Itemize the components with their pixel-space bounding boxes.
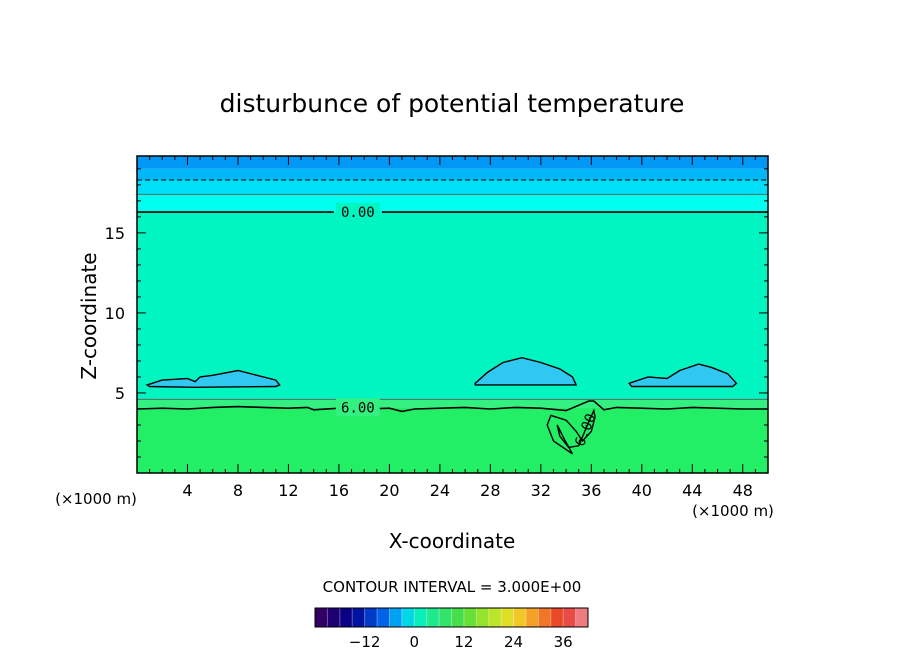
colorbar-tick-12: 12	[454, 633, 473, 651]
colorbar-cell-5	[377, 608, 390, 627]
x-tick-label-32: 32	[531, 481, 551, 500]
colorbar-cell-0	[315, 608, 328, 627]
colorbar-tick--12: −12	[349, 633, 381, 651]
x-tick-label-12: 12	[278, 481, 298, 500]
colorbar-cell-4	[364, 608, 378, 627]
x-tick-label-28: 28	[480, 481, 500, 500]
contour-cell-0	[145, 369, 281, 389]
x-axis-label: X-coordinate	[389, 529, 516, 553]
contour-six-line	[137, 400, 768, 413]
colorbar: −12 0 12 24 36	[314, 607, 589, 651]
x-tick-label-8: 8	[233, 481, 243, 500]
y-axis-label: Z-coordinate	[77, 252, 101, 379]
colorbar-cell-9	[426, 608, 440, 627]
x-tick-label-20: 20	[379, 481, 399, 500]
colorbar-cell-8	[414, 608, 428, 627]
colorbar-cell-18	[538, 608, 552, 627]
x-tick-label-48: 48	[733, 481, 753, 500]
colorbar-tick-36: 36	[554, 633, 573, 651]
field-band-6	[137, 156, 768, 169]
colorbar-cell-19	[550, 608, 564, 627]
x-unit-left: (×1000 m)	[55, 490, 137, 508]
colorbar-cell-6	[389, 608, 403, 627]
contour-interval-label: CONTOUR INTERVAL = 3.000E+00	[323, 578, 582, 596]
contour-label-bg-1	[335, 398, 380, 417]
field-band-4	[137, 180, 768, 195]
field-band-2	[137, 212, 768, 400]
contour-cell-2	[628, 363, 738, 388]
chart-title: disturbunce of potential temperature	[220, 89, 685, 118]
colorbar-cell-15	[501, 608, 515, 627]
colorbar-cell-11	[451, 608, 465, 627]
field-band-3	[137, 194, 768, 213]
colorbar-cell-13	[476, 608, 490, 627]
colorbar-cell-7	[401, 608, 415, 627]
contour-label-bg-0	[335, 203, 380, 222]
colorbar-cell-17	[525, 608, 539, 627]
contour-label-0: 0.00	[341, 205, 375, 221]
y-axis-ticks: 5 10 15	[105, 168, 768, 458]
x-tick-label-16: 16	[329, 481, 349, 500]
contour-cell-1	[474, 356, 578, 386]
colorbar-cell-10	[439, 608, 452, 627]
contour-loop	[546, 408, 596, 455]
x-tick-label-44: 44	[682, 481, 702, 500]
x-axis-ticks: 4 8 12 16 20 24 28 32 36 40 44 48	[149, 156, 756, 500]
colorbar-cell-2	[339, 608, 353, 627]
colorbar-cell-20	[563, 608, 577, 627]
x-unit-right: (×1000 m)	[692, 502, 774, 520]
colorbar-frame	[314, 607, 589, 628]
colorbar-cell-12	[463, 608, 477, 627]
contour-label-1: 6.00	[341, 400, 375, 416]
x-tick-label-4: 4	[182, 481, 192, 500]
plot-area: 0.006.006.00	[136, 155, 769, 474]
x-tick-label-24: 24	[430, 481, 450, 500]
field-band-1	[137, 399, 768, 408]
colorbar-cell-1	[327, 608, 341, 627]
field-layer: 0.006.006.00	[137, 156, 768, 473]
x-tick-label-36: 36	[581, 481, 601, 500]
colorbar-tick-24: 24	[504, 633, 523, 651]
colorbar-cell-16	[513, 608, 527, 627]
colorbar-cell-21	[575, 608, 589, 627]
y-tick-label-5: 5	[115, 384, 125, 403]
field-band-5	[137, 168, 768, 181]
colorbar-tick-0: 0	[409, 633, 419, 651]
y-tick-label-10: 10	[105, 304, 125, 323]
y-tick-label-15: 15	[105, 224, 125, 243]
colorbar-cell-14	[488, 608, 502, 627]
colorbar-cell-3	[352, 608, 366, 627]
field-band-0	[137, 407, 768, 473]
x-tick-label-40: 40	[632, 481, 652, 500]
